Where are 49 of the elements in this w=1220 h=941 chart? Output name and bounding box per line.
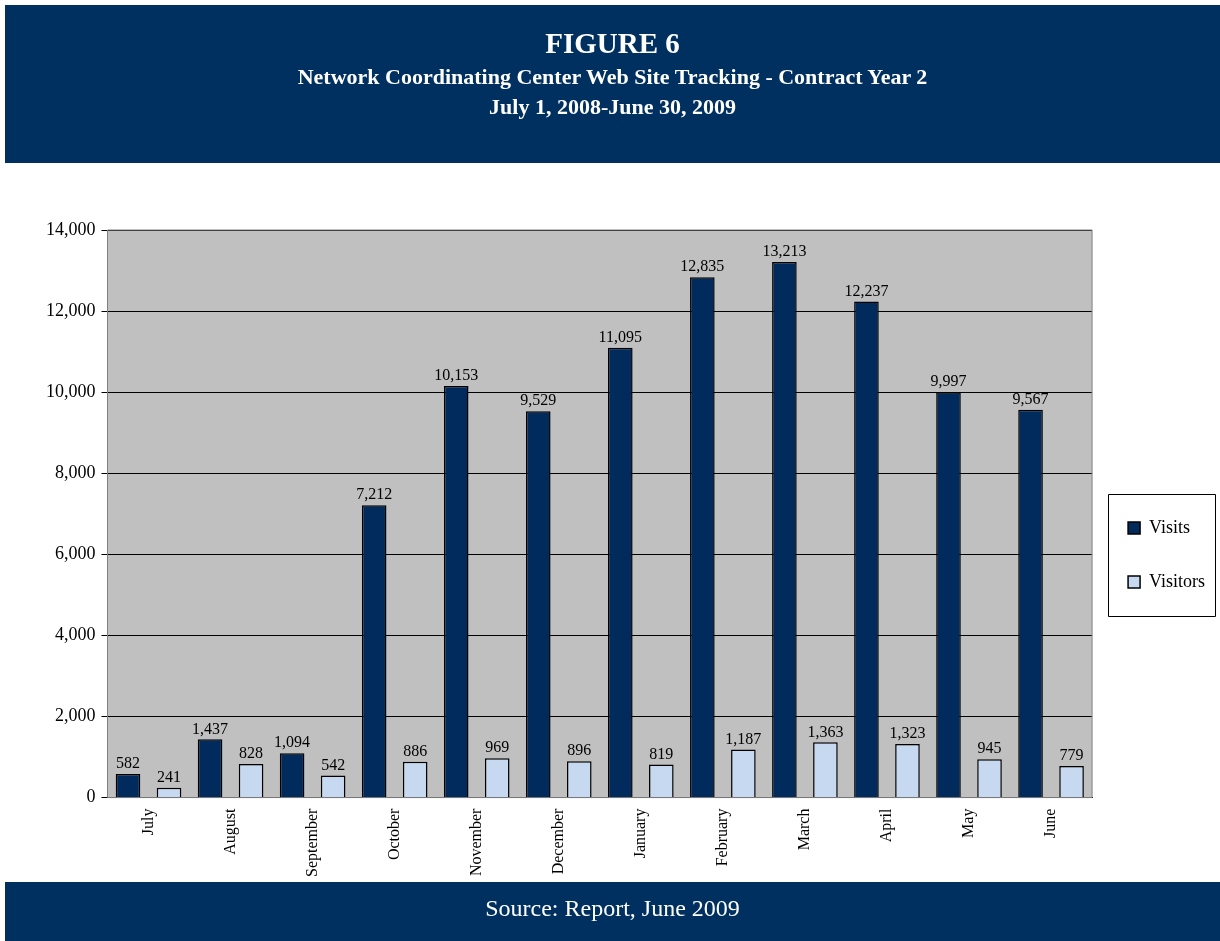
legend-label: Visitors bbox=[1149, 570, 1206, 591]
data-label: 1,187 bbox=[725, 729, 762, 747]
data-label: 9,997 bbox=[930, 372, 967, 390]
data-label: 9,529 bbox=[520, 391, 557, 409]
x-tick-label: April bbox=[877, 808, 896, 843]
x-tick-label: August bbox=[220, 808, 239, 855]
data-label: 819 bbox=[649, 744, 674, 762]
data-label: 828 bbox=[239, 744, 264, 762]
x-tick-label: October bbox=[384, 807, 402, 861]
data-label: 886 bbox=[403, 741, 428, 759]
y-tick-label: 12,000 bbox=[46, 299, 96, 320]
x-tick-label: February bbox=[713, 808, 732, 867]
x-tick-label: November bbox=[466, 807, 484, 877]
data-label: 7,212 bbox=[356, 485, 393, 503]
y-tick-label: 6,000 bbox=[55, 543, 96, 564]
data-label: 1,323 bbox=[889, 724, 926, 742]
x-tick-label: June bbox=[1041, 808, 1059, 838]
y-tick-label: 0 bbox=[86, 786, 96, 807]
data-label: 241 bbox=[157, 768, 182, 786]
data-label: 542 bbox=[321, 755, 346, 773]
data-label: 12,835 bbox=[680, 257, 725, 275]
chart-subtitle: Network Coordinating Center Web Site Tracking - Contract Year 2 July 1, 2008-June 30, 2009 bbox=[296, 64, 929, 120]
x-tick-label: May bbox=[959, 808, 978, 838]
data-label: 1,094 bbox=[274, 733, 311, 751]
data-label: 1,437 bbox=[192, 719, 229, 737]
data-label: 969 bbox=[485, 738, 510, 756]
x-tick-label: September bbox=[302, 807, 321, 877]
y-tick-label: 14,000 bbox=[46, 218, 96, 239]
legend-label: Visits bbox=[1149, 516, 1191, 537]
data-label: 779 bbox=[1059, 746, 1084, 764]
data-label: 11,095 bbox=[598, 327, 642, 345]
data-label: 896 bbox=[567, 741, 592, 759]
x-tick-label: March bbox=[795, 808, 813, 851]
y-tick-label: 10,000 bbox=[46, 380, 96, 401]
data-label: 9,567 bbox=[1012, 389, 1049, 407]
data-label: 12,237 bbox=[844, 281, 889, 299]
source-note: Source: Report, June 2009 bbox=[5, 882, 1220, 941]
x-tick-label: January bbox=[631, 808, 650, 859]
chart-title: FIGURE 6 bbox=[544, 27, 681, 60]
x-tick-label: December bbox=[548, 807, 566, 875]
x-tick-label: July bbox=[138, 808, 157, 836]
data-label: 945 bbox=[977, 739, 1002, 757]
data-label: 1,363 bbox=[807, 722, 844, 740]
y-tick-label: 4,000 bbox=[55, 624, 96, 645]
data-label: 13,213 bbox=[762, 242, 807, 260]
data-label: 10,153 bbox=[434, 366, 479, 384]
y-tick-label: 2,000 bbox=[55, 705, 96, 726]
data-label: 582 bbox=[116, 754, 141, 772]
y-tick-label: 8,000 bbox=[55, 461, 96, 482]
